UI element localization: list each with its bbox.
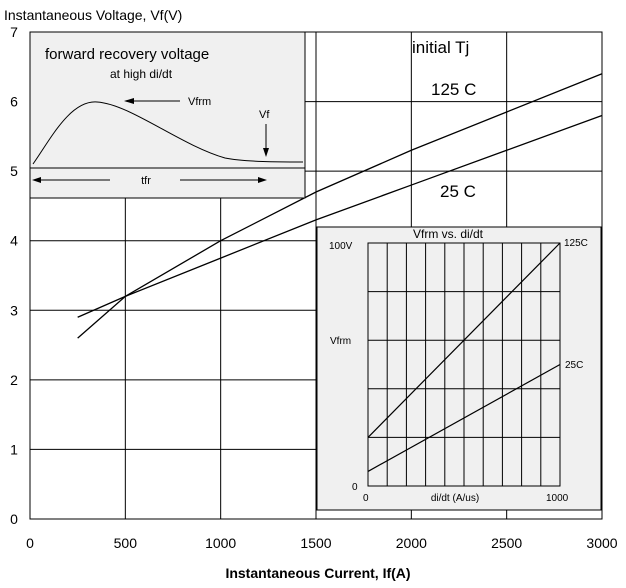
inset-vfrm-chart: Vfrm vs. di/dt Vfrm di/dt (A/us) 100V 0 … (316, 226, 602, 511)
inset-series (367, 242, 561, 472)
y-tick-label: 2 (10, 372, 18, 388)
inset-plot-frame (367, 242, 561, 487)
main-series (77, 73, 603, 339)
x-tick-label: 500 (114, 535, 138, 551)
inset-waveform: forward recovery voltage at high di/dt V… (29, 31, 306, 199)
plot-frame (29, 31, 603, 520)
inset-y-tick-top: 100V (329, 241, 353, 252)
x-axis-label: Instantaneous Current, If(A) (225, 565, 410, 581)
y-tick-label: 7 (10, 24, 18, 40)
vfrm-annotation: Vfrm (188, 96, 211, 108)
inset-x-tick-left: 0 (363, 493, 369, 504)
inset-series-label-125c: 125C (564, 238, 588, 249)
tfr-arrowhead-right (258, 177, 267, 183)
inset-series-line-25c (367, 363, 561, 472)
vf-annotation: Vf (259, 109, 270, 121)
inset-y-label: Vfrm (330, 336, 351, 347)
x-tick-label: 3000 (586, 535, 617, 551)
inset-x-tick-right: 1000 (546, 493, 569, 504)
y-tick-label: 4 (10, 233, 18, 249)
y-tick-label: 5 (10, 163, 18, 179)
tfr-annotation: tfr (141, 175, 151, 187)
inset-x-label: di/dt (A/us) (431, 493, 479, 504)
x-tick-label: 1500 (300, 535, 331, 551)
y-axis-label: Instantaneous Voltage, Vf(V) (4, 7, 182, 23)
x-tick-label: 2500 (491, 535, 522, 551)
x-tick-label: 1000 (205, 535, 236, 551)
legend-title: initial Tj (412, 38, 469, 57)
inset-title: Vfrm vs. di/dt (413, 227, 484, 241)
series-line-25c (77, 114, 603, 318)
inset-series-label-25c: 25C (565, 360, 583, 371)
tfr-arrowhead-left (32, 177, 41, 183)
y-tick-label: 1 (10, 441, 18, 457)
x-tick-label: 2000 (396, 535, 427, 551)
x-tick-label: 0 (26, 535, 34, 551)
series-label-125c: 125 C (431, 80, 476, 99)
main-tick-labels: 0 500 1000 1500 2000 2500 3000 0 1 2 3 4 5 6 7 (10, 24, 618, 551)
vfrm-arrowhead (124, 98, 134, 104)
y-tick-label: 0 (10, 511, 18, 527)
vf-arrowhead (263, 148, 269, 157)
inset-waveform-subtitle: at high di/dt (110, 67, 173, 81)
inset-waveform-title: forward recovery voltage (45, 46, 209, 63)
inset-series-line-125c (367, 242, 561, 438)
series-label-25c: 25 C (440, 182, 476, 201)
y-tick-label: 6 (10, 94, 18, 110)
inset-y-tick-bottom: 0 (352, 482, 358, 493)
y-tick-label: 3 (10, 302, 18, 318)
recovery-waveform-curve (32, 101, 304, 165)
